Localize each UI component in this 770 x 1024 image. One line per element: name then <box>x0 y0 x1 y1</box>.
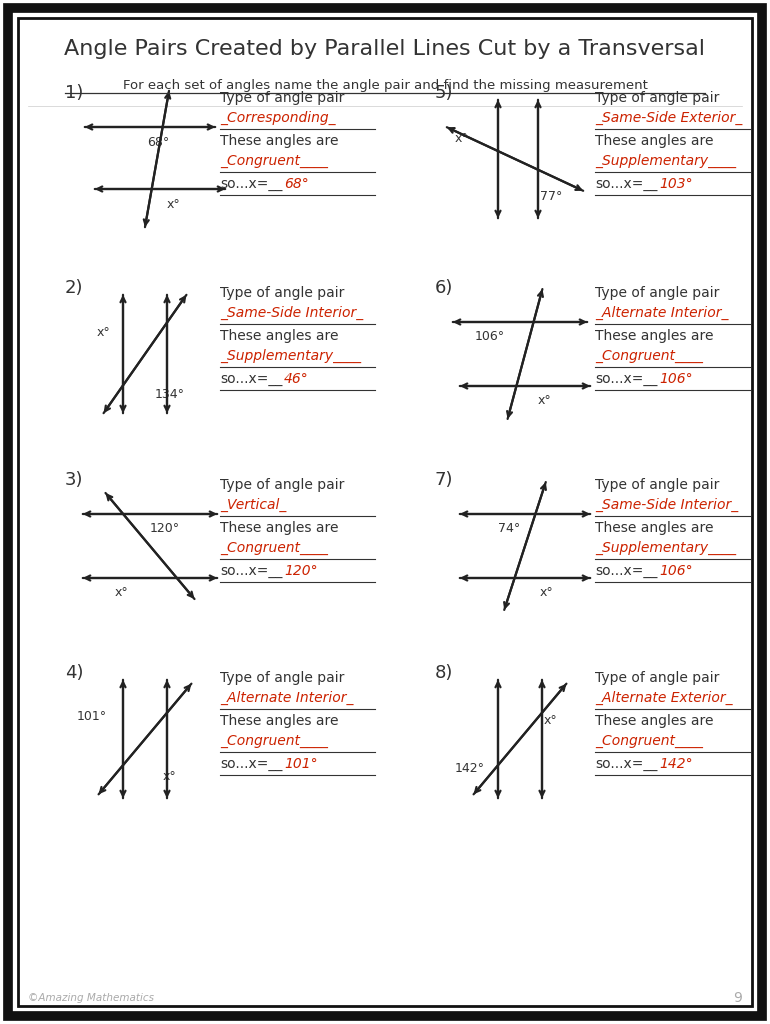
Text: so...x=__: so...x=__ <box>595 177 658 191</box>
Text: Angle Pairs Created by Parallel Lines Cut by a Transversal: Angle Pairs Created by Parallel Lines Cu… <box>65 39 705 59</box>
Text: Type of angle pair: Type of angle pair <box>220 671 344 685</box>
Text: These angles are: These angles are <box>595 521 714 535</box>
Text: 68°: 68° <box>147 136 169 150</box>
Text: These angles are: These angles are <box>220 714 339 728</box>
Text: 2): 2) <box>65 279 83 297</box>
Text: _Alternate Interior_: _Alternate Interior_ <box>220 691 353 706</box>
Text: 101°: 101° <box>284 757 317 771</box>
Text: For each set of angles name the angle pair and find the missing measurement: For each set of angles name the angle pa… <box>122 80 648 92</box>
Text: _Congruent____: _Congruent____ <box>220 734 328 748</box>
Text: so...x=__: so...x=__ <box>595 757 658 771</box>
Text: Type of angle pair: Type of angle pair <box>220 91 344 105</box>
Text: so...x=__: so...x=__ <box>220 177 283 191</box>
Text: Type of angle pair: Type of angle pair <box>220 478 344 492</box>
Text: 103°: 103° <box>659 177 693 191</box>
Text: 68°: 68° <box>284 177 309 191</box>
Text: 101°: 101° <box>77 711 107 724</box>
Text: 7): 7) <box>435 471 454 489</box>
Text: 120°: 120° <box>284 564 317 578</box>
Text: These angles are: These angles are <box>595 714 714 728</box>
Text: _Alternate Interior_: _Alternate Interior_ <box>595 306 728 321</box>
Text: 106°: 106° <box>659 564 693 578</box>
Text: x°: x° <box>455 132 469 145</box>
Text: _Corresponding_: _Corresponding_ <box>220 111 336 125</box>
Text: x°: x° <box>115 586 129 598</box>
Text: so...x=__: so...x=__ <box>220 372 283 386</box>
Text: Type of angle pair: Type of angle pair <box>595 91 719 105</box>
Text: _Congruent____: _Congruent____ <box>595 734 703 748</box>
Text: _Vertical_: _Vertical_ <box>220 498 286 512</box>
Text: 74°: 74° <box>498 521 521 535</box>
Text: 142°: 142° <box>455 763 485 775</box>
Text: Type of angle pair: Type of angle pair <box>220 286 344 300</box>
Text: _Alternate Exterior_: _Alternate Exterior_ <box>595 691 732 706</box>
Text: 46°: 46° <box>284 372 309 386</box>
Text: These angles are: These angles are <box>595 329 714 343</box>
Text: 6): 6) <box>435 279 454 297</box>
Text: x°: x° <box>540 586 554 598</box>
Text: _Congruent____: _Congruent____ <box>220 154 328 168</box>
Text: _Supplementary____: _Supplementary____ <box>220 349 361 364</box>
Text: so...x=__: so...x=__ <box>220 564 283 578</box>
Text: _Supplementary____: _Supplementary____ <box>595 541 736 555</box>
Text: 8): 8) <box>435 664 454 682</box>
Text: 106°: 106° <box>475 330 505 342</box>
Text: 134°: 134° <box>155 387 185 400</box>
Text: so...x=__: so...x=__ <box>595 564 658 578</box>
Text: x°: x° <box>97 326 111 339</box>
Text: These angles are: These angles are <box>220 134 339 148</box>
Text: 77°: 77° <box>540 190 562 204</box>
Text: 106°: 106° <box>659 372 693 386</box>
Text: _Congruent____: _Congruent____ <box>220 541 328 555</box>
Text: x°: x° <box>544 715 557 727</box>
Text: x°: x° <box>163 770 177 783</box>
Text: 9: 9 <box>733 991 742 1005</box>
Text: x°: x° <box>167 199 181 212</box>
Text: ©Amazing Mathematics: ©Amazing Mathematics <box>28 993 154 1002</box>
Text: so...x=__: so...x=__ <box>220 757 283 771</box>
Text: _Same-Side Interior_: _Same-Side Interior_ <box>220 306 363 321</box>
Text: These angles are: These angles are <box>595 134 714 148</box>
Text: x°: x° <box>538 393 552 407</box>
Text: _Same-Side Interior_: _Same-Side Interior_ <box>595 498 738 512</box>
Text: _Congruent____: _Congruent____ <box>595 349 703 362</box>
Text: so...x=__: so...x=__ <box>595 372 658 386</box>
Text: 1): 1) <box>65 84 83 102</box>
Text: _Supplementary____: _Supplementary____ <box>595 154 736 168</box>
Text: 4): 4) <box>65 664 83 682</box>
Text: 120°: 120° <box>150 521 180 535</box>
Text: 3): 3) <box>65 471 83 489</box>
Text: 142°: 142° <box>659 757 693 771</box>
Text: These angles are: These angles are <box>220 329 339 343</box>
Text: _Same-Side Exterior_: _Same-Side Exterior_ <box>595 111 742 125</box>
Text: These angles are: These angles are <box>220 521 339 535</box>
Text: 5): 5) <box>435 84 454 102</box>
Text: Type of angle pair: Type of angle pair <box>595 286 719 300</box>
Text: Type of angle pair: Type of angle pair <box>595 478 719 492</box>
Text: Type of angle pair: Type of angle pair <box>595 671 719 685</box>
